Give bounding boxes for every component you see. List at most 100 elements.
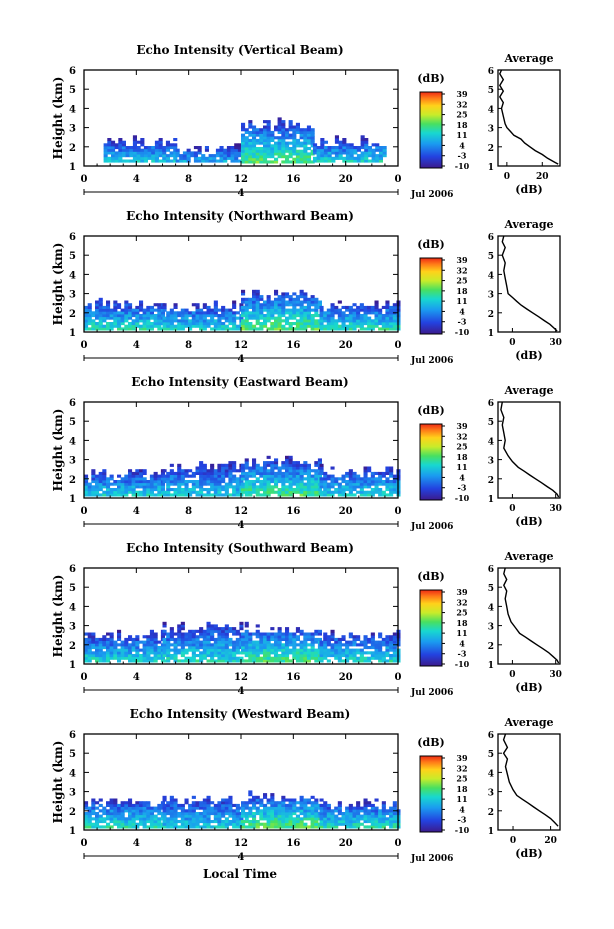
echo-cell bbox=[288, 812, 293, 816]
echo-cell bbox=[252, 130, 257, 134]
echo-cell bbox=[111, 154, 116, 158]
echo-cell bbox=[303, 651, 308, 655]
echo-cell bbox=[199, 490, 204, 494]
echo-cell bbox=[338, 156, 343, 160]
echo-cell bbox=[330, 493, 335, 497]
echo-cell bbox=[149, 477, 154, 481]
echo-cell bbox=[277, 637, 282, 641]
echo-cell bbox=[252, 822, 257, 826]
date-label: Jul 2006 bbox=[410, 854, 453, 864]
echo-cell bbox=[153, 806, 158, 810]
echo-cell bbox=[166, 806, 171, 810]
echo-cell bbox=[210, 480, 215, 484]
echo-cell bbox=[381, 305, 386, 309]
echo-cell bbox=[213, 809, 218, 813]
echo-cell bbox=[221, 637, 226, 641]
echo-cell bbox=[230, 151, 235, 155]
echo-cell bbox=[310, 480, 315, 484]
echo-cell bbox=[288, 160, 293, 164]
echo-cell bbox=[306, 485, 311, 489]
echo-cell bbox=[337, 648, 342, 652]
echo-cell bbox=[173, 654, 178, 658]
echo-cell bbox=[117, 809, 122, 813]
echo-cell bbox=[326, 659, 331, 663]
echo-cell bbox=[195, 303, 200, 307]
echo-cell bbox=[306, 654, 311, 658]
echo-cell bbox=[277, 155, 282, 159]
echo-cell bbox=[139, 482, 144, 486]
colorbar-tick-label: 11 bbox=[456, 462, 467, 472]
echo-cell bbox=[210, 629, 215, 633]
echo-cell bbox=[125, 154, 130, 158]
echo-cell bbox=[234, 151, 239, 155]
echo-cell bbox=[173, 809, 178, 813]
echo-cell bbox=[295, 820, 300, 824]
echo-cell bbox=[323, 643, 328, 647]
echo-cell bbox=[154, 156, 159, 160]
echo-cell bbox=[120, 322, 125, 326]
echo-cell bbox=[180, 322, 185, 326]
echo-cell bbox=[120, 311, 125, 315]
echo-cell bbox=[142, 814, 147, 818]
echo-cell bbox=[102, 308, 107, 312]
echo-cell bbox=[213, 303, 218, 307]
echo-cell bbox=[146, 308, 151, 312]
echo-cell bbox=[330, 632, 335, 636]
echo-cell bbox=[217, 801, 222, 805]
echo-cell bbox=[202, 803, 207, 807]
echo-cell bbox=[281, 324, 286, 328]
echo-cell bbox=[244, 305, 249, 309]
echo-cell bbox=[352, 651, 357, 655]
echo-cell bbox=[288, 820, 293, 824]
echo-cell bbox=[173, 480, 178, 484]
echo-cell bbox=[165, 148, 170, 152]
echo-cell bbox=[310, 314, 315, 318]
echo-cell bbox=[285, 128, 290, 132]
echo-cell bbox=[326, 648, 331, 652]
echo-cell bbox=[252, 133, 257, 137]
echo-cell bbox=[292, 654, 297, 658]
echo-cell bbox=[191, 471, 196, 475]
echo-cell bbox=[320, 138, 325, 142]
echo-cell bbox=[252, 812, 257, 816]
y-axis-label: Height (km) bbox=[51, 243, 65, 326]
echo-cell bbox=[288, 466, 293, 470]
echo-cell bbox=[303, 812, 308, 816]
echo-cell bbox=[274, 480, 279, 484]
echo-cell bbox=[217, 466, 222, 470]
echo-cell bbox=[106, 485, 111, 489]
echo-cell bbox=[195, 646, 200, 650]
echo-cell bbox=[128, 308, 133, 312]
echo-cell bbox=[337, 806, 342, 810]
echo-cell bbox=[352, 637, 357, 641]
echo-cell bbox=[381, 820, 386, 824]
echo-cell bbox=[244, 806, 249, 810]
echo-cell bbox=[169, 643, 174, 647]
echo-cell bbox=[131, 637, 136, 641]
echo-cell bbox=[128, 798, 133, 802]
echo-cell bbox=[288, 308, 293, 312]
echo-cell bbox=[210, 471, 215, 475]
echo-cell bbox=[153, 637, 158, 641]
echo-cell bbox=[266, 128, 271, 132]
echo-cell bbox=[184, 319, 189, 323]
echo-cell bbox=[107, 151, 112, 155]
echo-cell bbox=[95, 322, 100, 326]
echo-cell bbox=[370, 471, 375, 475]
echo-cell bbox=[385, 651, 390, 655]
echo-cell bbox=[252, 138, 257, 142]
echo-cell bbox=[353, 148, 358, 152]
echo-cell bbox=[202, 474, 207, 478]
echo-cell bbox=[342, 151, 347, 155]
echo-cell bbox=[326, 814, 331, 818]
echo-cell bbox=[147, 154, 152, 158]
echo-cell bbox=[165, 140, 170, 144]
echo-cell bbox=[235, 629, 240, 633]
echo-cell bbox=[348, 314, 353, 318]
echo-cell bbox=[244, 319, 249, 323]
echo-cell bbox=[210, 651, 215, 655]
echo-cell bbox=[210, 322, 215, 326]
average-profile-line bbox=[498, 69, 559, 165]
echo-cell bbox=[98, 637, 103, 641]
echo-cell bbox=[244, 801, 249, 805]
